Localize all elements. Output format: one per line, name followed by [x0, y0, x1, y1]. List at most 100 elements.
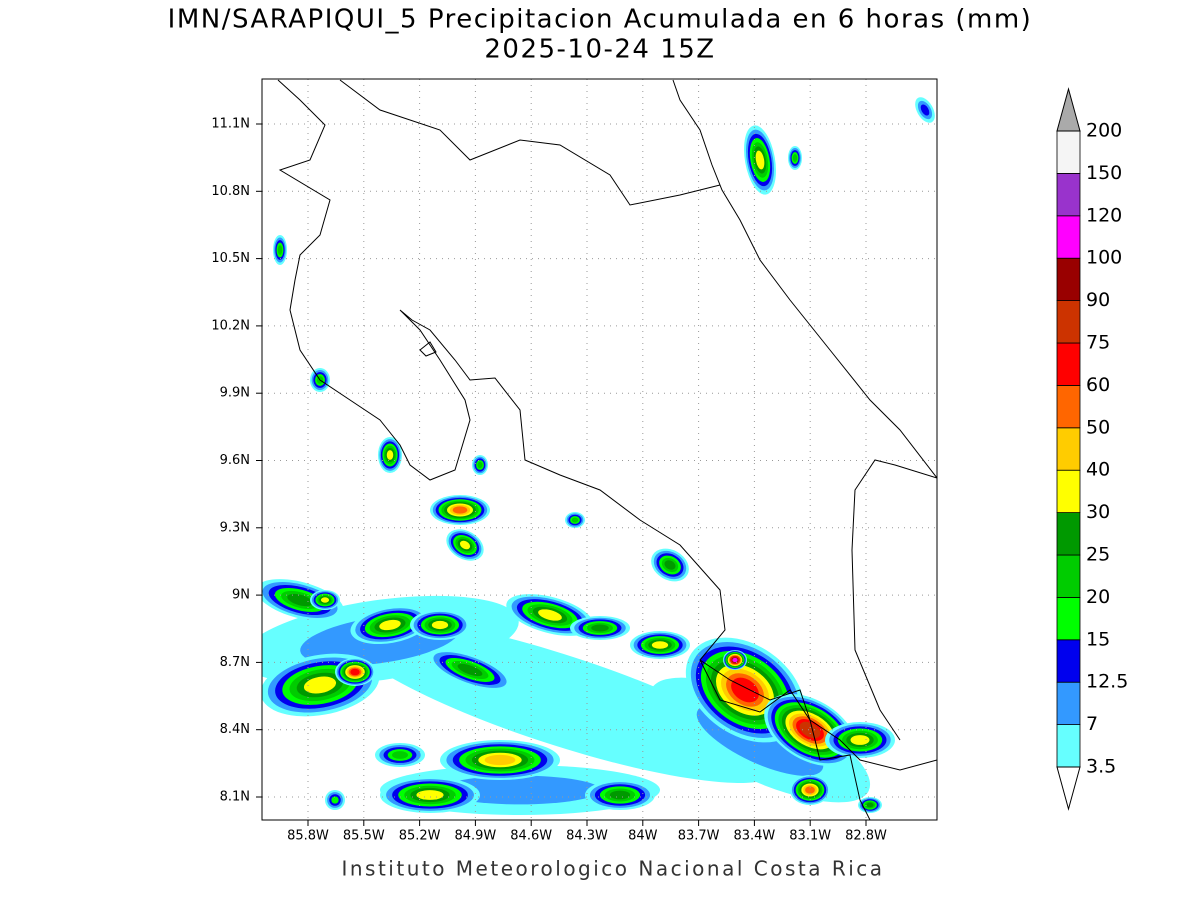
- colorbar-label: 15: [1086, 628, 1110, 650]
- y-tick-label: 10.5N: [211, 251, 250, 266]
- y-tick-label: 9N: [232, 588, 250, 603]
- colorbar-segment: [1056, 597, 1081, 641]
- colorbar-segment: [1056, 469, 1081, 514]
- colorbar-label: 20: [1086, 586, 1110, 608]
- colorbar-segment: [1056, 172, 1081, 217]
- colorbar-label: 75: [1086, 332, 1110, 354]
- y-tick-label: 9.3N: [220, 520, 250, 535]
- precip-contour: [651, 641, 669, 649]
- precip-contour: [431, 620, 449, 630]
- precip-contour: [805, 786, 815, 794]
- colorbar-over: [1056, 87, 1081, 132]
- precip-contour: [664, 560, 676, 570]
- precip-contour: [459, 540, 471, 550]
- x-ticks: 85.8W 85.5W 85.2W 84.9W 84.6W 84.3W 84W 83.7W 83…: [287, 820, 887, 844]
- pacific-coast: [277, 79, 937, 771]
- precip-contour: [392, 751, 408, 759]
- colorbar-label: 40: [1086, 459, 1110, 481]
- precip-contour: [755, 150, 765, 170]
- y-tick-label: 10.2N: [211, 318, 250, 333]
- x-tick-label: 83.7W: [678, 829, 720, 844]
- colorbar-under: [1056, 766, 1081, 811]
- colorbar-segment: [1056, 512, 1081, 556]
- precip-contour: [477, 461, 483, 469]
- precip-contour: [850, 735, 870, 745]
- precip-contour: [799, 721, 821, 739]
- colorbar-label: 3.5: [1086, 756, 1116, 778]
- colorbar-segment: [1056, 427, 1081, 471]
- x-tick-label: 83.1W: [789, 829, 831, 844]
- precip-contour: [287, 593, 313, 607]
- precip-contour: [386, 450, 394, 460]
- precip-contour: [920, 104, 930, 116]
- colorbar: 3.5 7 12.5 15 20 25 30 40 50 60 75 90 100 120 150 200: [1056, 87, 1128, 811]
- colorbar-segment: [1056, 639, 1081, 683]
- precip-contour: [303, 676, 337, 694]
- x-tick-label: 85.8W: [287, 829, 329, 844]
- title: IMN/SARAPIQUI_5 Precipitacion Acumulada …: [168, 5, 1033, 35]
- border-north: [339, 79, 721, 206]
- colorbar-label: 50: [1086, 416, 1110, 438]
- panama-coast: [851, 459, 937, 741]
- precip-contour: [320, 597, 330, 603]
- y-ticks: 11.1N 10.8N 10.5N 10.2N 9.9N 9.6N 9.3N 9N 8.7N 8.…: [211, 117, 262, 805]
- precip-contour: [609, 790, 631, 800]
- colorbar-segment: [1056, 257, 1081, 302]
- footer: Instituto Meteorologico Nacional Costa R…: [341, 857, 884, 881]
- x-tick-label: 82.8W: [845, 829, 887, 844]
- x-tick-label: 85.2W: [399, 829, 441, 844]
- colorbar-label: 7: [1086, 713, 1098, 735]
- x-tick-label: 84.9W: [454, 829, 496, 844]
- plot-frame: [261, 78, 938, 821]
- precip-contour: [866, 802, 874, 808]
- border-east: [699, 659, 871, 820]
- colorbar-segment: [1056, 384, 1081, 429]
- colorbar-label: 90: [1086, 289, 1110, 311]
- colorbar-segment: [1056, 300, 1081, 344]
- lake: [419, 341, 437, 357]
- colorbar-label: 200: [1086, 120, 1122, 142]
- precip-contour: [571, 517, 579, 523]
- x-tick-label: 84.3W: [566, 829, 608, 844]
- precip-contour: [379, 619, 401, 631]
- colorbar-segment: [1056, 724, 1081, 768]
- precip-contour: [350, 668, 360, 676]
- y-tick-label: 8.1N: [220, 790, 250, 805]
- coastlines: [277, 79, 937, 820]
- colorbar-label: 150: [1086, 162, 1122, 184]
- colorbar-label: 25: [1086, 544, 1110, 566]
- colorbar-label: 120: [1086, 204, 1122, 226]
- x-tick-label: 85.5W: [343, 829, 385, 844]
- y-tick-label: 8.7N: [220, 655, 250, 670]
- precip-contour: [538, 609, 562, 621]
- y-tick-label: 9.6N: [220, 453, 250, 468]
- precip-contour: [484, 754, 516, 766]
- colorbar-segment: [1056, 130, 1081, 174]
- precip-contour: [331, 796, 339, 804]
- colorbar-label: 30: [1086, 501, 1110, 523]
- colorbar-label: 12.5: [1086, 671, 1128, 693]
- precip-contour: [439, 775, 601, 805]
- colorbar-segment: [1056, 681, 1081, 726]
- precip-contour: [277, 245, 283, 255]
- colorbar-segment: [1056, 554, 1081, 598]
- y-tick-label: 10.8N: [211, 184, 250, 199]
- x-tick-label: 84W: [628, 829, 658, 844]
- x-tick-label: 83.4W: [733, 829, 775, 844]
- precip-contour: [792, 154, 798, 162]
- x-tick-label: 84.6W: [510, 829, 552, 844]
- colorbar-segment: [1056, 215, 1081, 259]
- y-tick-label: 9.9N: [220, 386, 250, 401]
- subtitle: 2025-10-24 15Z: [484, 35, 715, 65]
- y-tick-label: 8.4N: [220, 722, 250, 737]
- colorbar-segment: [1056, 342, 1081, 386]
- colorbar-label: 100: [1086, 247, 1122, 269]
- precip-contour: [591, 624, 609, 632]
- colorbar-label: 60: [1086, 374, 1110, 396]
- precip-contour: [452, 506, 468, 514]
- precipitation-field: [262, 97, 935, 815]
- precip-contour: [416, 790, 444, 800]
- precip-contour: [732, 657, 738, 663]
